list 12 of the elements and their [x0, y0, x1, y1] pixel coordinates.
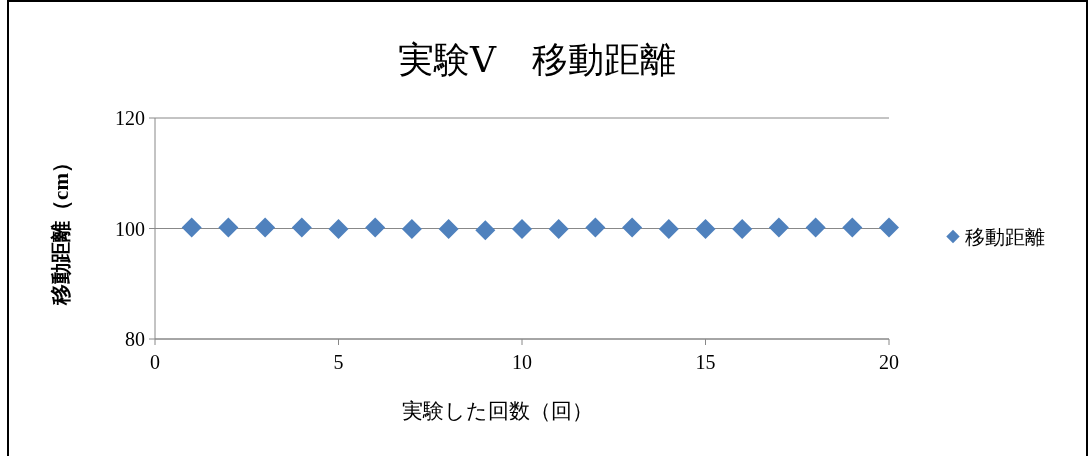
y-tick-label: 100: [115, 217, 145, 240]
y-axis-title: 移動距離（cm）: [49, 152, 73, 306]
y-tick-label: 120: [115, 107, 145, 129]
x-tick-label: 20: [879, 351, 899, 373]
legend-label: 移動距離: [965, 225, 1045, 248]
y-tick-label: 80: [125, 328, 145, 350]
chart-title: 実験Ⅴ 移動距離: [398, 40, 676, 80]
x-tick-label: 15: [695, 351, 716, 373]
x-tick-label: 10: [512, 351, 532, 373]
x-axis-title: 実験した回数（回）: [401, 399, 593, 423]
x-tick-label: 5: [333, 351, 344, 373]
x-tick-label: 0: [150, 351, 160, 373]
